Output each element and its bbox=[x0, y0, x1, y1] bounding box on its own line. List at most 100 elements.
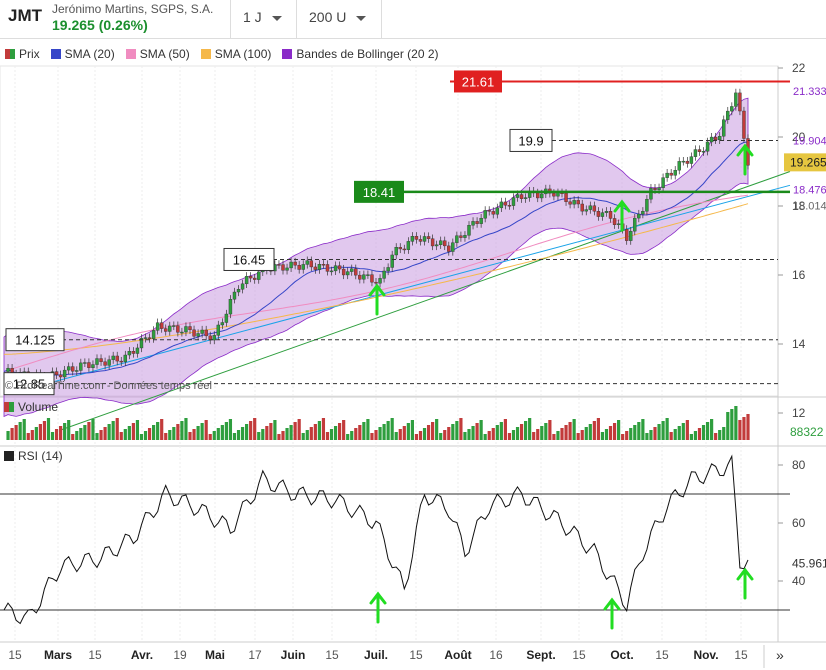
candle-body bbox=[697, 149, 702, 152]
candle-body bbox=[564, 193, 568, 202]
rsi-axis-tick-label: 40 bbox=[792, 574, 806, 588]
candle-body bbox=[463, 235, 467, 238]
volume-bar bbox=[253, 418, 257, 440]
volume-bar bbox=[503, 419, 507, 440]
level-label-text: 12.85 bbox=[13, 377, 46, 392]
volume-bar bbox=[192, 429, 196, 440]
candle-body bbox=[386, 267, 390, 272]
volume-bar bbox=[362, 422, 366, 440]
volume-bar bbox=[168, 430, 172, 440]
candle-body bbox=[313, 266, 318, 270]
volume-bar bbox=[677, 426, 681, 440]
scroll-forward-button[interactable]: » bbox=[776, 647, 784, 663]
volume-bar bbox=[139, 434, 144, 440]
candle-body bbox=[6, 367, 10, 372]
volume-bar bbox=[515, 427, 520, 440]
volume-bar bbox=[705, 422, 710, 440]
level-label-box bbox=[3, 372, 55, 396]
annotation-arrow bbox=[368, 283, 386, 316]
green-arrow-icon bbox=[368, 283, 386, 316]
toolbar-divider bbox=[230, 0, 231, 38]
legend-item[interactable]: SMA (50) bbox=[125, 47, 190, 61]
volume-bar bbox=[370, 433, 374, 440]
volume-bar bbox=[612, 423, 617, 440]
candle-body bbox=[54, 371, 59, 376]
units-dropdown[interactable]: 200 U bbox=[309, 9, 367, 25]
volume-bar bbox=[524, 421, 528, 440]
candle-body bbox=[252, 277, 257, 280]
volume-bar bbox=[59, 426, 63, 440]
last-price-badge bbox=[784, 153, 826, 172]
volume-bar bbox=[346, 434, 350, 440]
green-arrow-icon bbox=[603, 597, 621, 630]
candle-body bbox=[390, 254, 394, 268]
candle-body bbox=[515, 194, 520, 198]
volume-bar bbox=[564, 425, 568, 440]
volume-bar bbox=[560, 428, 564, 440]
volume-bar bbox=[350, 431, 354, 440]
legend-item[interactable]: Bandes de Bollinger (20 2) bbox=[282, 47, 439, 61]
volume-bar bbox=[669, 432, 673, 440]
candle-body bbox=[164, 328, 168, 332]
volume-bar bbox=[26, 433, 30, 440]
volume-bar bbox=[184, 418, 188, 440]
candle-body bbox=[127, 351, 132, 356]
volume-bar bbox=[378, 427, 382, 440]
candle-body bbox=[285, 267, 289, 271]
candle-body bbox=[378, 278, 382, 284]
candle-body bbox=[354, 268, 358, 276]
candle-body bbox=[612, 218, 617, 225]
candle-body bbox=[204, 329, 208, 337]
candle-body bbox=[107, 359, 111, 366]
volume-bar bbox=[249, 421, 253, 440]
candle-body bbox=[212, 335, 216, 341]
volume-bar bbox=[309, 427, 313, 440]
units-value: 200 U bbox=[309, 9, 347, 25]
volume-bar bbox=[342, 420, 346, 440]
volume-bar bbox=[617, 420, 621, 440]
volume-bar bbox=[143, 431, 148, 440]
candle-body bbox=[629, 230, 633, 241]
candle-body bbox=[418, 239, 423, 242]
x-axis-tick-label: Juil. bbox=[364, 648, 388, 662]
legend-swatch-icon bbox=[282, 48, 293, 59]
interval-dropdown[interactable]: 1 J bbox=[243, 9, 282, 25]
volume-bar bbox=[224, 422, 228, 440]
candle-body bbox=[637, 213, 641, 219]
legend-item[interactable]: SMA (20) bbox=[50, 47, 115, 61]
legend-item[interactable]: Prix bbox=[5, 47, 40, 61]
volume-bar bbox=[156, 422, 160, 440]
candle-body bbox=[83, 362, 87, 364]
volume-bar bbox=[313, 424, 317, 440]
candle-body bbox=[123, 354, 128, 363]
legend-item[interactable]: SMA (100) bbox=[200, 47, 271, 61]
volume-bar bbox=[726, 412, 730, 440]
volume-bar bbox=[111, 421, 115, 440]
candle-body bbox=[467, 225, 471, 236]
volume-bar bbox=[693, 431, 698, 440]
candle-body bbox=[394, 247, 398, 256]
candle-body bbox=[596, 211, 601, 217]
volume-bar bbox=[54, 429, 59, 440]
volume-bar bbox=[333, 426, 338, 440]
volume-bar bbox=[95, 433, 99, 440]
price-chart[interactable]: 21.61 19.9 18.41 16.45 14.125 12.85 22 20 18 16 14… bbox=[0, 38, 826, 670]
price-axis-tick-label: 14 bbox=[792, 337, 806, 351]
candle-body bbox=[483, 210, 487, 219]
candle-body bbox=[726, 110, 730, 120]
volume-bar bbox=[604, 429, 609, 440]
volume-bar bbox=[491, 428, 495, 440]
volume-bar bbox=[321, 418, 326, 440]
price-change: 19.265 (0.26%) bbox=[52, 17, 148, 33]
volume-value-label: 88322 bbox=[790, 425, 824, 439]
candle-body bbox=[277, 264, 281, 266]
candle-body bbox=[552, 193, 556, 197]
volume-bar bbox=[22, 419, 26, 440]
candle-body bbox=[297, 264, 301, 270]
candle-body bbox=[402, 248, 407, 251]
candle-body bbox=[657, 187, 661, 190]
bollinger-band bbox=[3, 97, 749, 418]
candle-body bbox=[358, 274, 362, 280]
volume-bar bbox=[196, 426, 200, 440]
candle-body bbox=[62, 369, 67, 378]
